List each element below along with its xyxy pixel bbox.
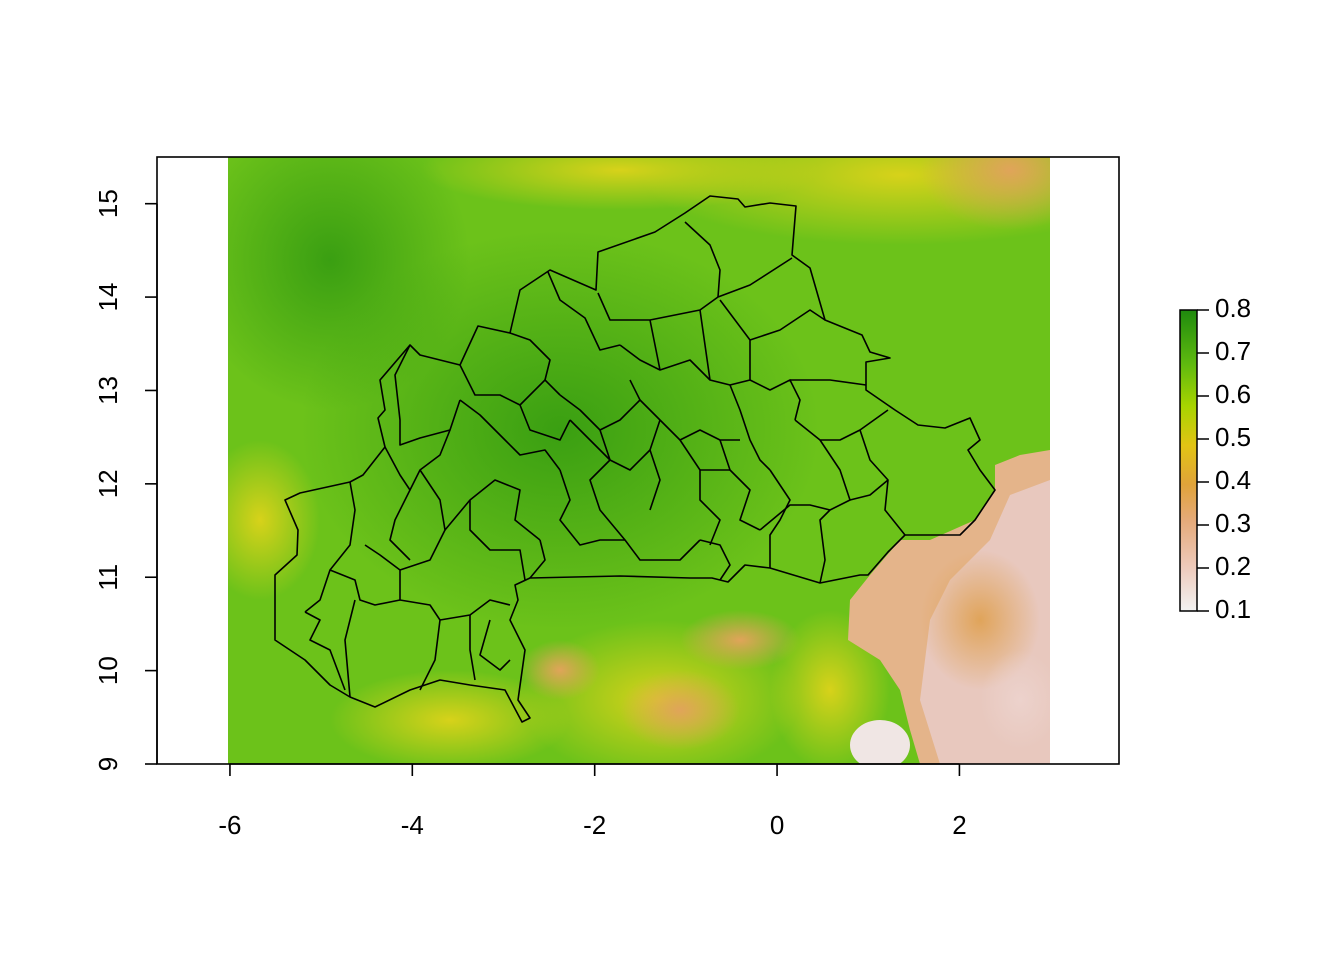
y-tick-label: 14 [93, 283, 123, 312]
x-tick-label: 0 [770, 810, 784, 840]
y-tick-label: 11 [93, 564, 123, 591]
country-outline [274, 195, 996, 723]
x-tick-label: 2 [952, 810, 966, 840]
legend-tick-label: 0.7 [1215, 336, 1251, 366]
legend-tick-label: 0.8 [1215, 293, 1251, 323]
legend-colorbar [1179, 309, 1198, 612]
y-tick-label: 13 [93, 376, 123, 405]
y-tick-label: 9 [93, 757, 123, 771]
raster-layer [228, 157, 1050, 764]
y-tick-label: 10 [93, 656, 123, 685]
x-tick-label: -2 [583, 810, 606, 840]
legend-ticks: 0.1 0.2 0.3 0.4 0.5 0.6 0.7 0.8 [1197, 293, 1251, 624]
legend: 0.1 0.2 0.3 0.4 0.5 0.6 0.7 0.8 [1179, 293, 1251, 624]
legend-tick-label: 0.3 [1215, 508, 1251, 538]
y-tick-label: 12 [93, 469, 123, 498]
legend-tick-label: 0.2 [1215, 551, 1251, 581]
legend-tick-label: 0.4 [1215, 465, 1251, 495]
legend-tick-label: 0.1 [1215, 594, 1251, 624]
y-tick-label: 15 [93, 189, 123, 218]
x-tick-label: -6 [218, 810, 241, 840]
district-boundaries [274, 195, 996, 723]
y-axis: 9 10 11 12 13 14 15 [93, 189, 158, 771]
x-tick-label: -4 [401, 810, 424, 840]
legend-tick-label: 0.5 [1215, 422, 1251, 452]
legend-tick-label: 0.6 [1215, 379, 1251, 409]
x-axis: -6 -4 -2 0 2 [218, 763, 967, 840]
